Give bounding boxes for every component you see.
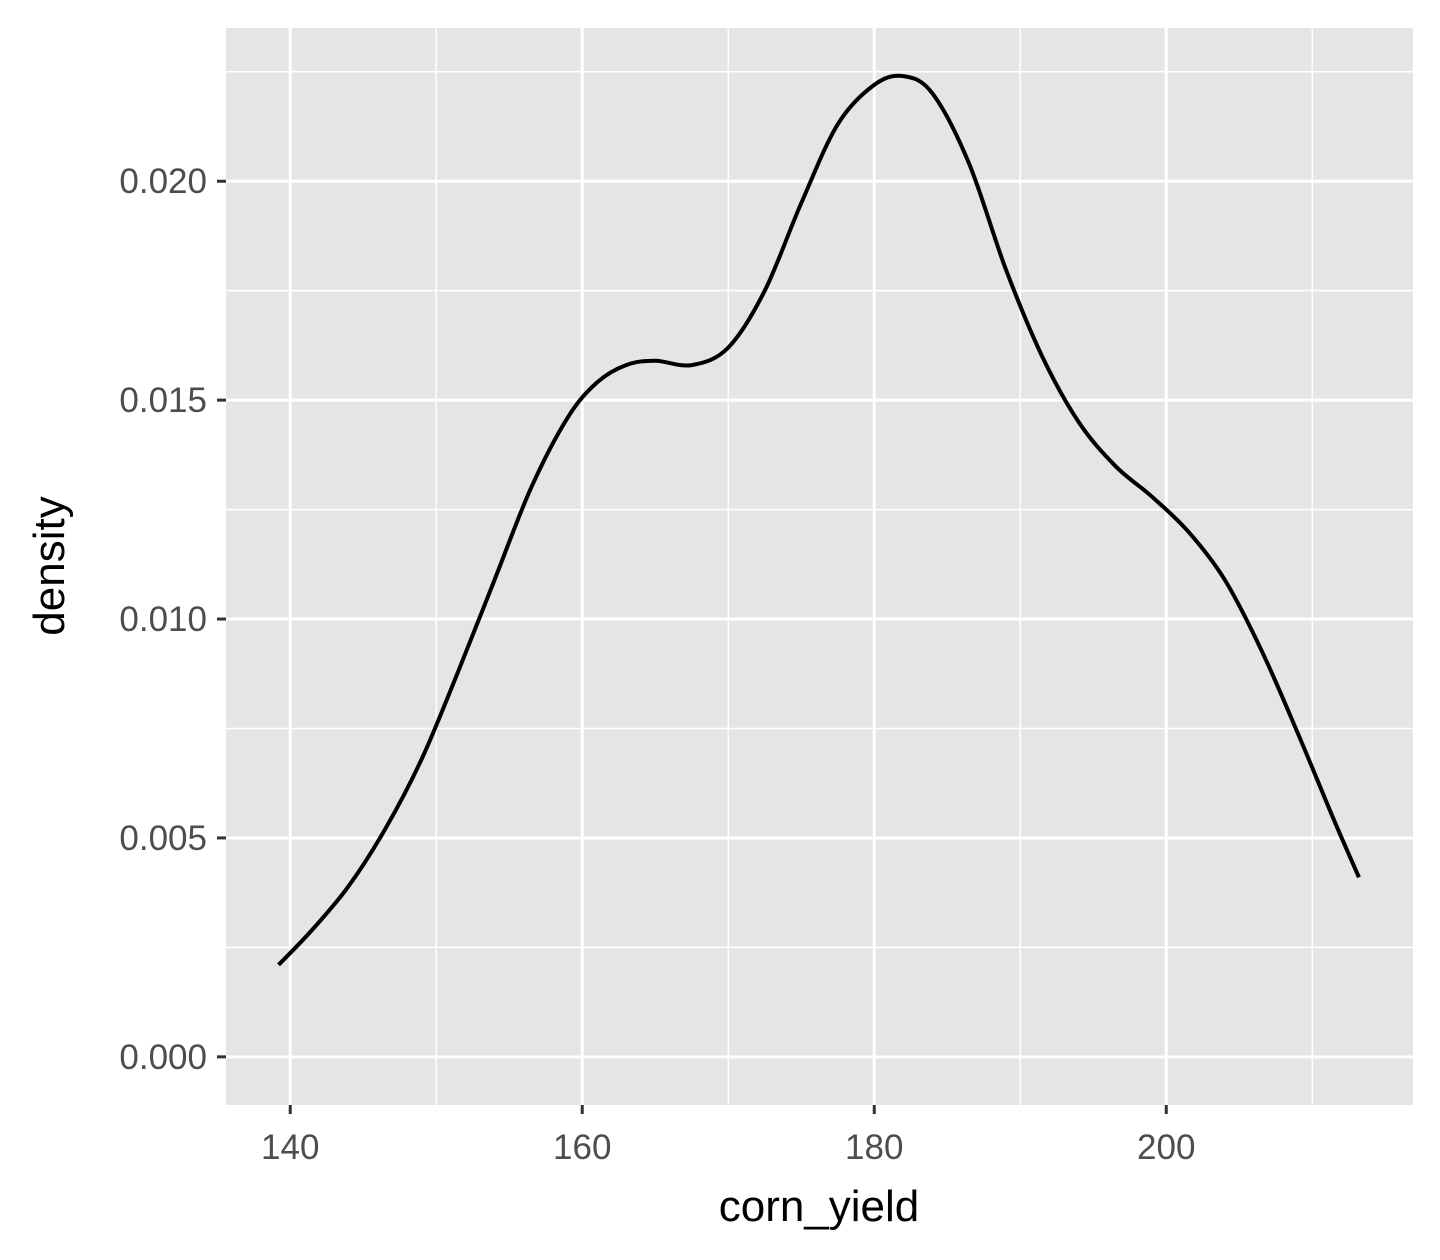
- y-tick-label: 0.010: [119, 600, 207, 639]
- y-tick-label: 0.005: [119, 819, 207, 858]
- x-tick-label: 180: [845, 1128, 903, 1167]
- y-tick-label: 0.000: [119, 1038, 207, 1077]
- x-axis-title: corn_yield: [719, 1182, 920, 1231]
- y-axis-title: density: [25, 496, 74, 635]
- x-axis: 140 160 180 200: [261, 1105, 1195, 1167]
- y-axis: 0.000 0.005 0.010 0.015 0.020: [119, 162, 226, 1077]
- y-tick-label: 0.015: [119, 381, 207, 420]
- y-tick-label: 0.020: [119, 162, 207, 201]
- grid-minor: [226, 28, 1413, 1105]
- grid-major: [226, 28, 1413, 1105]
- density-curve: [277, 73, 1361, 967]
- x-tick-label: 160: [553, 1128, 611, 1167]
- plot-panel: [226, 28, 1413, 1105]
- x-tick-label: 140: [261, 1128, 319, 1167]
- x-tick-label: 200: [1137, 1128, 1195, 1167]
